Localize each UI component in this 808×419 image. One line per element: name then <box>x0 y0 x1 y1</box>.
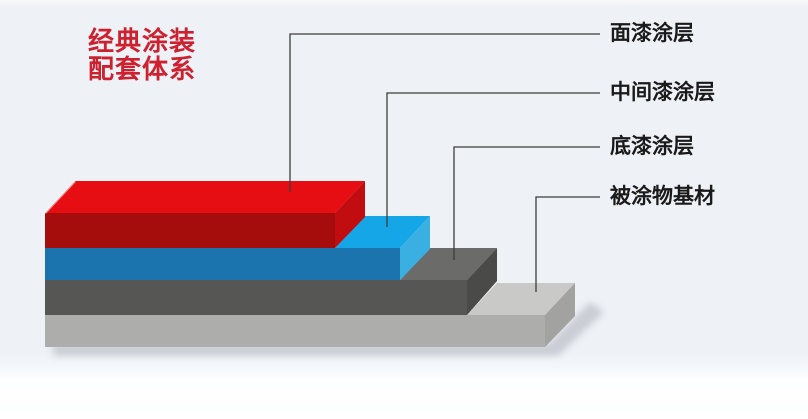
layer-label-substrate: 被涂物基材 <box>610 185 715 208</box>
layer-label-midcoat: 中间漆涂层 <box>610 81 715 104</box>
layer-label-primer: 底漆涂层 <box>610 135 694 158</box>
topcoat-top-face <box>45 181 365 213</box>
title-line-1: 经典涂装 <box>88 26 197 56</box>
title-line-2: 配套体系 <box>88 54 197 84</box>
primer-front-face <box>45 280 467 315</box>
midcoat-top-face <box>335 216 430 248</box>
substrate-top-face <box>467 283 575 315</box>
layer-label-topcoat: 面漆涂层 <box>610 22 694 45</box>
layer-topcoat <box>44 180 365 248</box>
layer-midcoat <box>45 216 430 280</box>
leader-line-topcoat <box>289 33 600 192</box>
midcoat-front-face <box>45 248 400 280</box>
layer-substrate <box>45 283 575 347</box>
diagram-title: 经典涂装 配套体系 <box>88 27 196 83</box>
topcoat-end-face <box>335 181 365 248</box>
topcoat-edge-highlight <box>44 180 76 214</box>
substrate-front-face <box>45 315 545 347</box>
leader-line-substrate <box>535 196 600 292</box>
primer-end-face <box>467 248 497 315</box>
leader-line-primer <box>453 146 600 260</box>
midcoat-end-face <box>400 216 430 280</box>
substrate-end-face <box>545 283 575 347</box>
leader-line-midcoat <box>386 92 600 227</box>
primer-top-face <box>400 248 497 280</box>
topcoat-front-face <box>45 213 335 248</box>
layer-primer <box>45 248 497 315</box>
